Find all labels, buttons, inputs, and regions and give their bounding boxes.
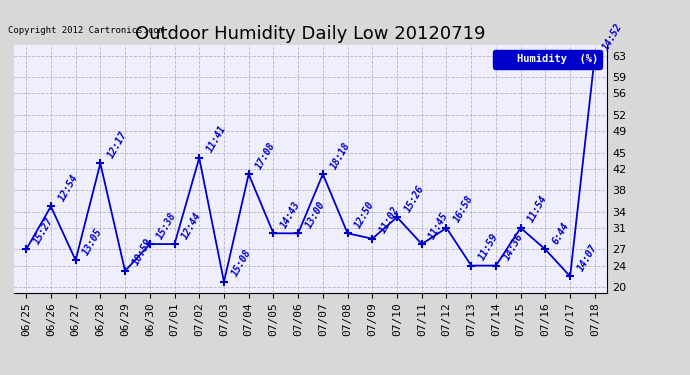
Text: 18:18: 18:18 [328, 140, 352, 171]
Text: 14:43: 14:43 [279, 200, 302, 230]
Text: 13:05: 13:05 [81, 226, 104, 256]
Text: 15:08: 15:08 [230, 248, 253, 278]
Text: 12:17: 12:17 [106, 129, 129, 160]
Text: 11:41: 11:41 [205, 124, 228, 154]
Text: 17:08: 17:08 [254, 140, 277, 171]
Text: 11:02: 11:02 [378, 205, 401, 235]
Text: 15:38: 15:38 [155, 210, 179, 240]
Text: 15:27: 15:27 [32, 216, 55, 246]
Text: 11:59: 11:59 [477, 232, 500, 262]
Text: 10:59: 10:59 [130, 237, 154, 267]
Text: 11:54: 11:54 [526, 194, 549, 224]
Text: 6:44: 6:44 [551, 220, 571, 246]
Title: Outdoor Humidity Daily Low 20120719: Outdoor Humidity Daily Low 20120719 [135, 26, 486, 44]
Text: 12:54: 12:54 [57, 172, 80, 203]
Text: 14:36: 14:36 [502, 232, 525, 262]
Legend: Humidity  (%): Humidity (%) [493, 50, 602, 69]
Text: 13:00: 13:00 [304, 200, 327, 230]
Text: 12:44: 12:44 [180, 210, 204, 240]
Text: 14:52: 14:52 [600, 22, 624, 52]
Text: Copyright 2012 Cartronics.com: Copyright 2012 Cartronics.com [8, 26, 164, 35]
Text: 11:45: 11:45 [427, 210, 451, 240]
Text: 12:50: 12:50 [353, 200, 377, 230]
Text: 14:07: 14:07 [575, 242, 599, 273]
Text: 15:26: 15:26 [402, 183, 426, 214]
Text: 16:58: 16:58 [452, 194, 475, 224]
